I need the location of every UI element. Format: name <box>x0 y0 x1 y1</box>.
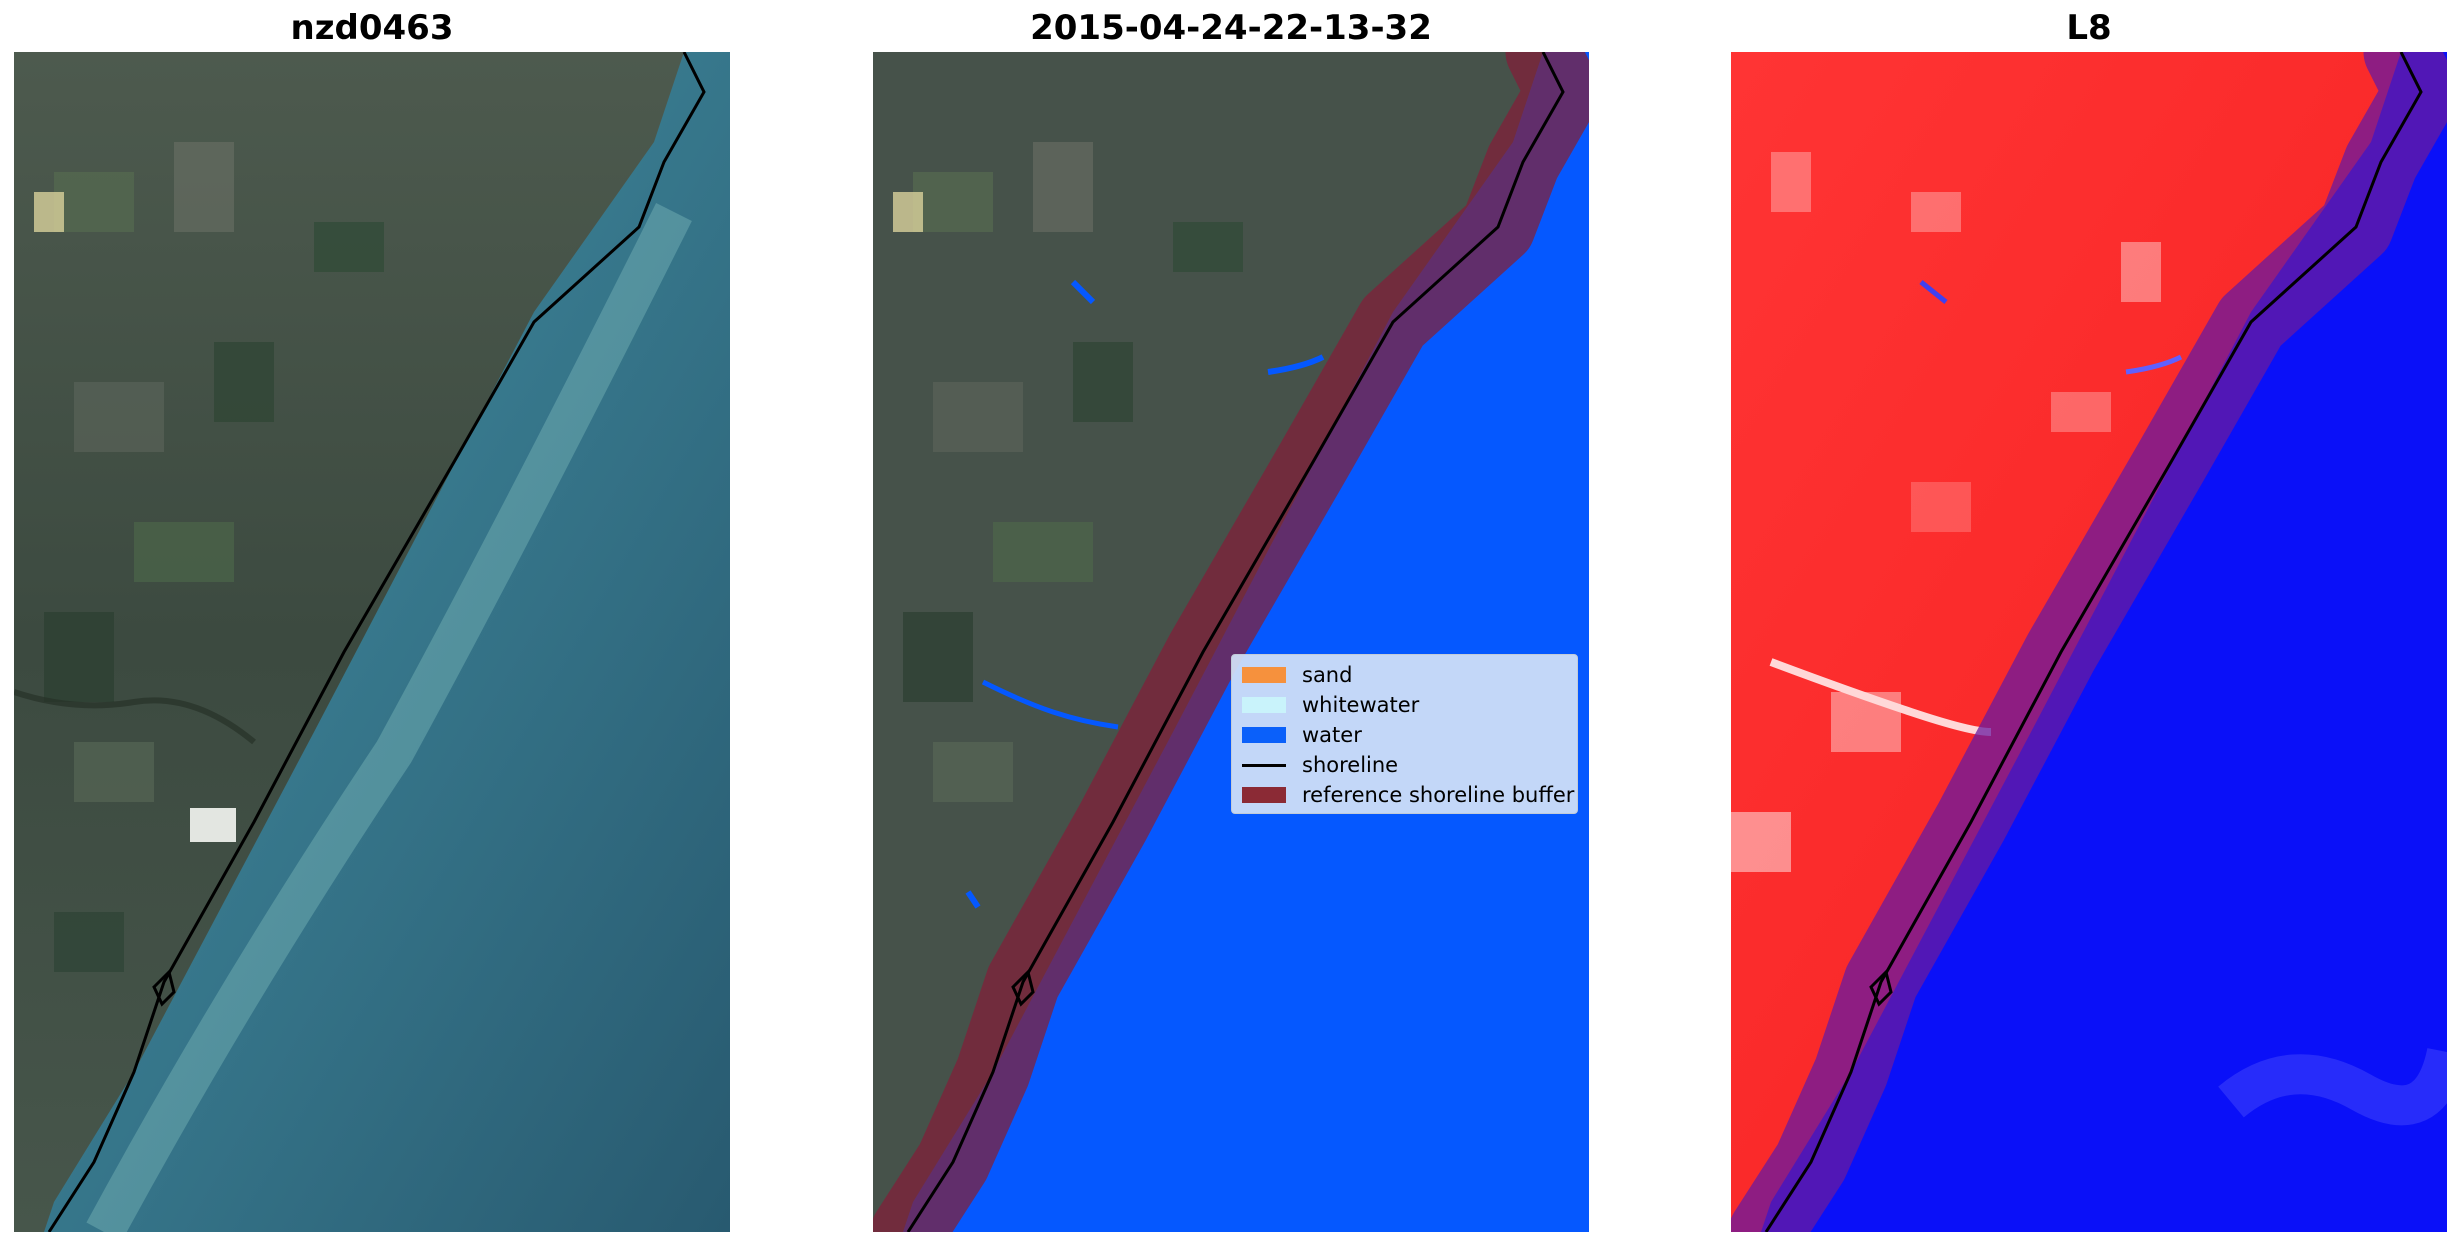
legend-item-buffer: reference shoreline buffer <box>1242 780 1577 810</box>
classification-legend: sand whitewater water shoreline referenc… <box>1231 654 1578 814</box>
legend-item-shoreline: shoreline <box>1242 750 1577 780</box>
legend-label-buffer: reference shoreline buffer <box>1302 783 1575 807</box>
buffer-swatch <box>1242 787 1286 803</box>
panel-title-classified: 2015-04-24-22-13-32 <box>1030 8 1432 48</box>
sand-swatch <box>1242 667 1286 683</box>
shoreline-swatch <box>1242 763 1286 767</box>
panel-title-rgb: nzd0463 <box>290 8 454 48</box>
index-image <box>1731 52 2447 1232</box>
whitewater-swatch <box>1242 697 1286 713</box>
classified-image <box>873 52 1589 1232</box>
rgb-satellite-image <box>14 52 730 1232</box>
legend-label-sand: sand <box>1302 663 1353 687</box>
water-swatch <box>1242 727 1286 743</box>
legend-label-water: water <box>1302 723 1362 747</box>
legend-item-sand: sand <box>1242 660 1577 690</box>
legend-label-shoreline: shoreline <box>1302 753 1399 777</box>
legend-label-whitewater: whitewater <box>1302 693 1420 717</box>
panel-title-index: L8 <box>2066 8 2112 48</box>
legend-item-whitewater: whitewater <box>1242 690 1577 720</box>
legend-item-water: water <box>1242 720 1577 750</box>
